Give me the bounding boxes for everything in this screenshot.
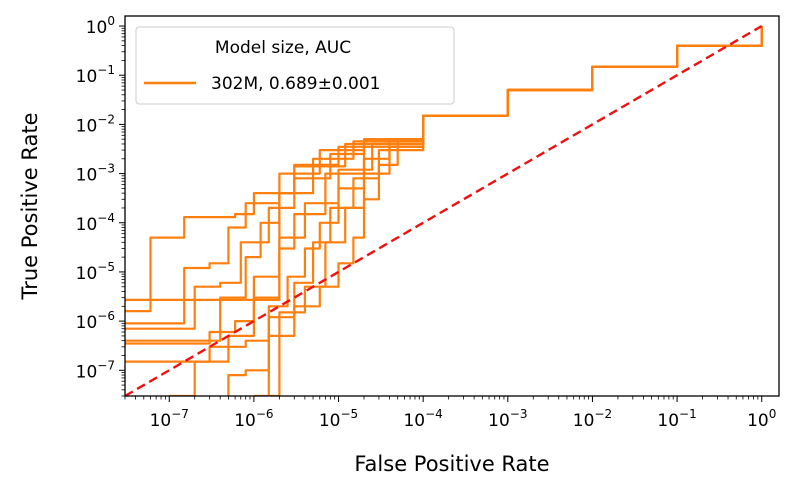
y-tick-label: 10−2 xyxy=(76,112,115,136)
x-tick-label: 10−2 xyxy=(573,407,612,431)
plot-frame xyxy=(124,15,780,397)
random-baseline-line xyxy=(125,25,763,396)
x-tick-label: 100 xyxy=(747,407,776,431)
y-axis-ticks: 10−7 10−6 10−5 10−4 10−3 10−2 10−1 100 xyxy=(76,14,125,397)
legend: Model size, AUC 302M, 0.689±0.001 xyxy=(135,26,455,105)
y-tick-label: 100 xyxy=(86,14,115,38)
x-tick-label: 10−3 xyxy=(488,407,527,431)
x-tick-label: 10−5 xyxy=(319,407,358,431)
x-axis-title: False Positive Rate xyxy=(354,452,549,476)
x-tick-label: 10−7 xyxy=(150,407,189,431)
x-tick-label: 10−4 xyxy=(403,407,442,431)
y-tick-label: 10−1 xyxy=(76,63,115,87)
legend-entry-label: 302M, 0.689±0.001 xyxy=(211,74,381,94)
x-tick-label: 10−6 xyxy=(234,407,273,431)
y-axis-title: True Positive Rate xyxy=(18,112,42,300)
y-tick-label: 10−4 xyxy=(76,211,115,235)
y-tick-label: 10−3 xyxy=(76,162,115,186)
legend-box xyxy=(135,26,455,105)
y-tick-label: 10−6 xyxy=(76,309,115,333)
y-tick-label: 10−5 xyxy=(76,260,115,284)
roc-curves xyxy=(125,26,763,396)
y-tick-label: 10−7 xyxy=(76,358,115,382)
x-axis-ticks: 10−7 10−6 10−5 10−4 10−3 10−2 10−1 100 xyxy=(124,396,776,431)
legend-title: Model size, AUC xyxy=(215,38,351,58)
random-baseline xyxy=(125,25,763,396)
x-tick-label: 10−1 xyxy=(657,407,696,431)
